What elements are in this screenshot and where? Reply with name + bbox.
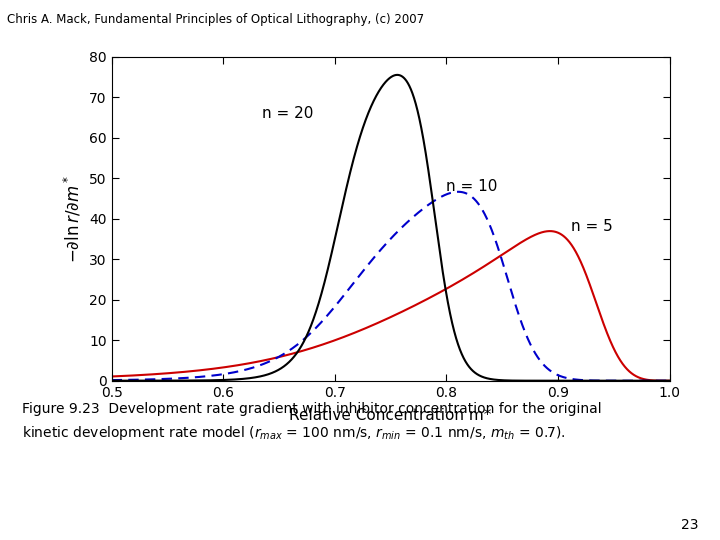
- Text: kinetic development rate model ($r_{max}$ = 100 nm/s, $r_{min}$ = 0.1 nm/s, $m_{: kinetic development rate model ($r_{max}…: [22, 424, 565, 442]
- Text: n = 10: n = 10: [446, 179, 498, 194]
- Text: Chris A. Mack, Fundamental Principles of Optical Lithography, (c) 2007: Chris A. Mack, Fundamental Principles of…: [7, 14, 424, 26]
- Text: n = 20: n = 20: [262, 106, 314, 121]
- Text: 23: 23: [681, 518, 698, 532]
- Y-axis label: $-\partial\ln r/\partial m^*$: $-\partial\ln r/\partial m^*$: [63, 174, 84, 263]
- Text: Figure 9.23  Development rate gradient with inhibitor concentration for the orig: Figure 9.23 Development rate gradient wi…: [22, 402, 601, 416]
- X-axis label: Relative Concentration m*: Relative Concentration m*: [289, 408, 492, 423]
- Text: n = 5: n = 5: [572, 219, 613, 234]
